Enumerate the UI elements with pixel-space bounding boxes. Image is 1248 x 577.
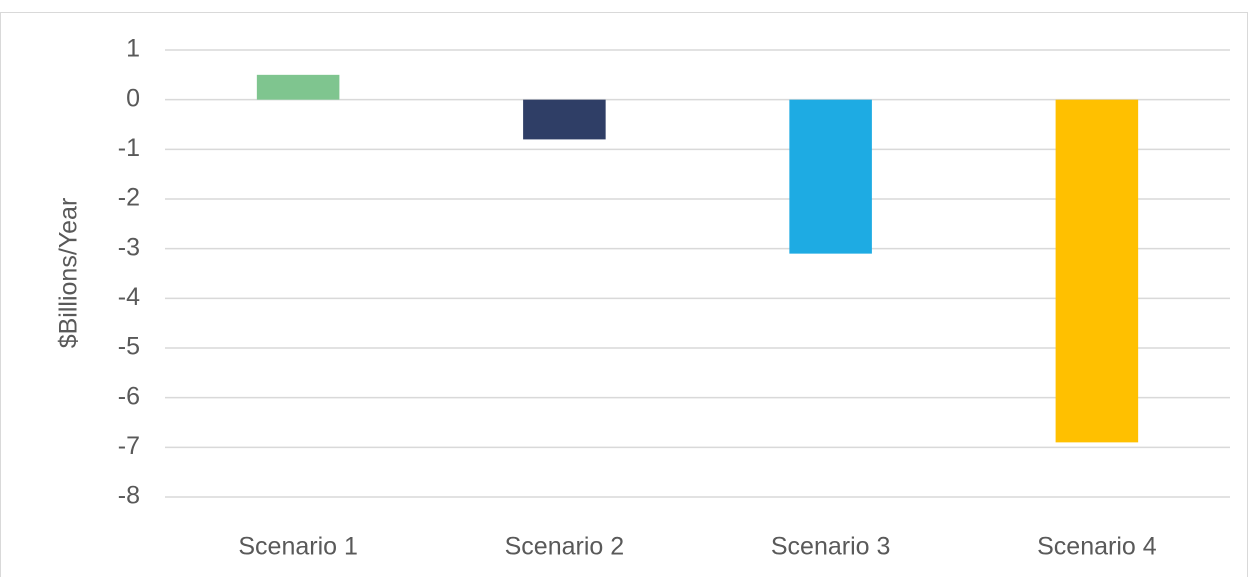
y-tick-label: -8: [118, 482, 140, 510]
x-tick-label: Scenario 4: [1037, 533, 1157, 561]
y-tick-label: -4: [118, 283, 140, 311]
bar: [256, 74, 340, 100]
y-tick-label: -1: [118, 134, 140, 162]
y-tick-label: -5: [118, 333, 140, 361]
x-tick-label: Scenario 3: [771, 533, 891, 561]
y-tick-label: 0: [126, 84, 140, 112]
y-tick-label: -6: [118, 382, 140, 410]
x-tick-label: Scenario 2: [505, 533, 625, 561]
y-tick-label: 1: [126, 35, 140, 63]
y-tick-label: -3: [118, 233, 140, 261]
bar: [1055, 99, 1139, 443]
y-tick-label: -2: [118, 184, 140, 212]
bar: [523, 99, 606, 140]
y-axis-label: $Billions/Year: [55, 198, 83, 349]
y-tick-label: -7: [118, 432, 140, 460]
x-tick-label: Scenario 1: [238, 533, 358, 561]
bar: [789, 99, 872, 254]
